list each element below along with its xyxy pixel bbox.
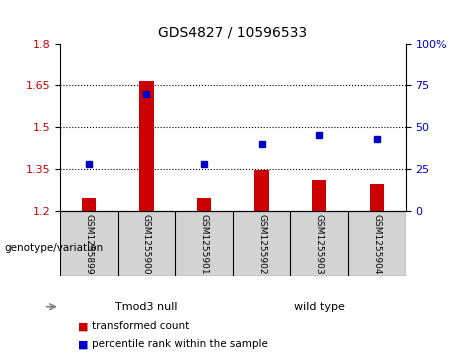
Bar — [370, 184, 384, 211]
Text: genotype/variation: genotype/variation — [5, 243, 104, 253]
Text: GSM1255902: GSM1255902 — [257, 214, 266, 274]
Text: transformed count: transformed count — [92, 321, 189, 331]
Bar — [197, 198, 211, 211]
Text: ■: ■ — [78, 321, 89, 331]
Text: GSM1255901: GSM1255901 — [200, 214, 208, 274]
Text: GSM1255900: GSM1255900 — [142, 214, 151, 274]
Bar — [254, 170, 269, 211]
Text: GSM1255903: GSM1255903 — [315, 214, 324, 274]
Bar — [82, 198, 96, 211]
Title: GDS4827 / 10596533: GDS4827 / 10596533 — [158, 26, 307, 40]
Text: Tmod3 null: Tmod3 null — [115, 302, 177, 312]
Text: ■: ■ — [78, 339, 89, 350]
Text: percentile rank within the sample: percentile rank within the sample — [92, 339, 268, 350]
Text: GSM1255904: GSM1255904 — [372, 214, 381, 274]
Bar — [312, 180, 326, 211]
Text: wild type: wild type — [294, 302, 345, 312]
Text: GSM1255899: GSM1255899 — [84, 214, 93, 274]
Bar — [139, 81, 154, 211]
